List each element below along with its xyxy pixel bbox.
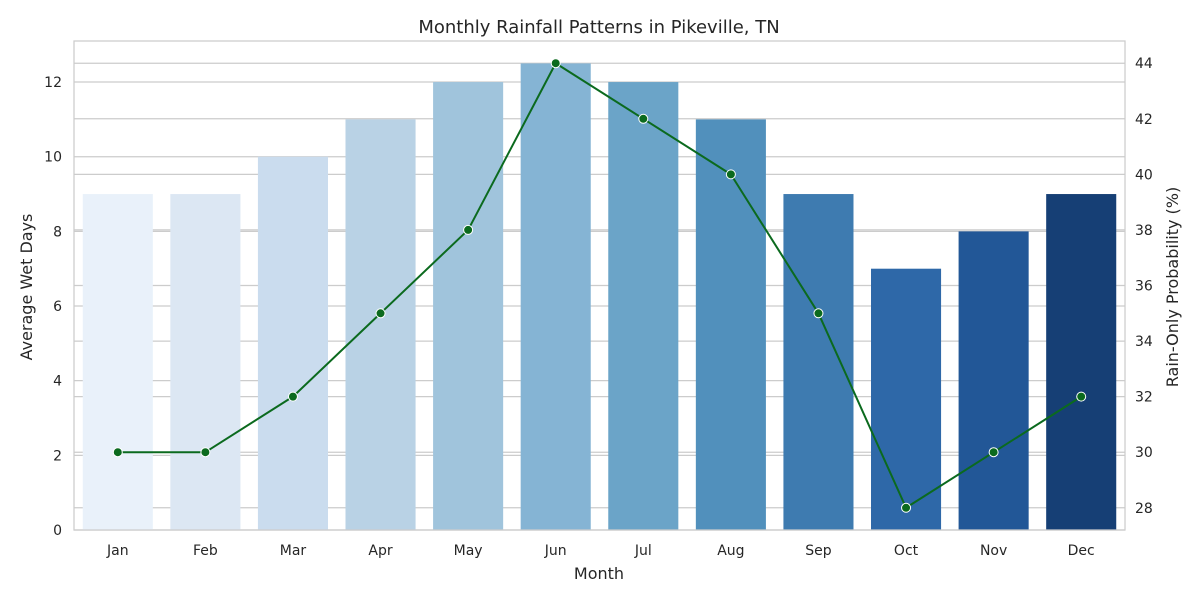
- bar: [170, 194, 241, 530]
- bar: [82, 194, 153, 530]
- x-tick-labels: Jan Feb Mar Apr May Jun Jul Aug Sep Oct Nov Dec: [106, 543, 1095, 559]
- line-point: [375, 308, 386, 319]
- bar: [871, 268, 942, 530]
- right-y-tick-label: 32: [1135, 390, 1153, 406]
- left-y-tick-label: 4: [53, 374, 62, 390]
- left-y-tick-label: 8: [53, 224, 62, 240]
- x-tick-label: May: [454, 543, 483, 559]
- bar: [958, 231, 1029, 531]
- x-tick-label: Sep: [805, 543, 832, 559]
- line-point: [813, 308, 824, 319]
- x-tick-label: Mar: [280, 543, 307, 559]
- x-tick-label: Jul: [634, 543, 652, 559]
- left-y-tick-label: 0: [53, 523, 62, 539]
- line-point: [725, 169, 736, 180]
- bar: [783, 194, 854, 530]
- line-point: [988, 447, 999, 458]
- right-y-tick-label: 38: [1135, 223, 1153, 239]
- line-point: [463, 224, 474, 235]
- line-point: [1076, 391, 1087, 402]
- right-y-tick-label: 34: [1135, 334, 1153, 350]
- right-y-tick-label: 44: [1135, 56, 1153, 72]
- bar: [257, 156, 328, 530]
- right-y-tick-label: 42: [1135, 112, 1153, 128]
- x-tick-label: Feb: [193, 543, 218, 559]
- x-axis-label: Month: [574, 564, 624, 583]
- bar: [1046, 194, 1117, 530]
- x-tick-label: Jan: [106, 543, 129, 559]
- right-gridlines: [74, 62, 1125, 509]
- line-point: [550, 58, 561, 69]
- bar-series: [82, 63, 1117, 531]
- bar: [695, 119, 766, 530]
- right-y-tick-label: 28: [1135, 501, 1153, 517]
- x-tick-label: Nov: [980, 543, 1007, 559]
- left-y-tick-label: 12: [44, 75, 62, 91]
- x-tick-label: Oct: [894, 543, 919, 559]
- plot-frame: [73, 40, 1126, 531]
- x-tick-label: Jun: [544, 543, 567, 559]
- series-line: [117, 62, 1082, 509]
- x-tick-label: Apr: [368, 543, 392, 559]
- left-gridlines: [74, 81, 1125, 531]
- line-series: [112, 58, 1087, 513]
- bar: [433, 82, 504, 530]
- line-point: [287, 391, 298, 402]
- line-point: [901, 502, 912, 513]
- left-y-tick-label: 10: [44, 150, 62, 166]
- right-y-tick-label: 30: [1135, 445, 1153, 461]
- right-y-tick-label: 36: [1135, 279, 1153, 295]
- right-y-tick-labels: 28 30 32 34 36 38 40 42 44: [1135, 56, 1153, 517]
- y2-axis-label: Rain-Only Probability (%): [1163, 187, 1182, 387]
- line-point: [200, 447, 211, 458]
- x-tick-label: Aug: [717, 543, 744, 559]
- chart-title: Monthly Rainfall Patterns in Pikeville, …: [418, 17, 779, 38]
- x-tick-label: Dec: [1068, 543, 1095, 559]
- bar: [608, 82, 679, 530]
- bar: [520, 63, 591, 531]
- y-axis-label: Average Wet Days: [17, 214, 36, 361]
- line-point: [112, 447, 123, 458]
- left-y-tick-label: 6: [53, 299, 62, 315]
- left-y-tick-label: 2: [53, 448, 62, 464]
- bar: [345, 119, 416, 530]
- right-y-tick-label: 40: [1135, 167, 1153, 183]
- left-y-tick-labels: 0 2 4 6 8 10 12: [44, 75, 62, 539]
- line-point: [638, 113, 649, 124]
